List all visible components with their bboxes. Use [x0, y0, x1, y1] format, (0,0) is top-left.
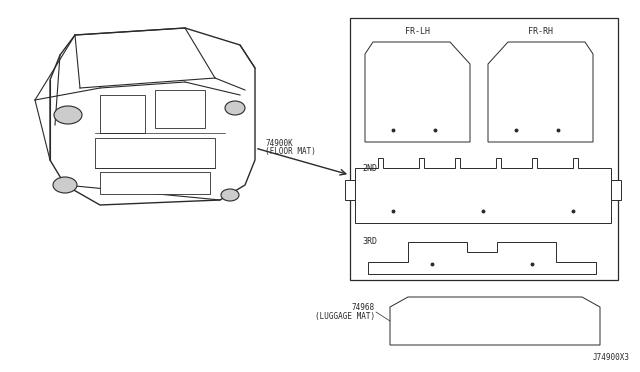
Text: (LUGGAGE MAT): (LUGGAGE MAT)	[315, 312, 375, 321]
Text: (FLOOR MAT): (FLOOR MAT)	[265, 147, 316, 156]
Bar	[155, 90, 205, 128]
Polygon shape	[488, 42, 593, 142]
Text: 3RD: 3RD	[362, 237, 377, 246]
Text: FR-LH: FR-LH	[405, 27, 430, 36]
Polygon shape	[50, 28, 255, 205]
Polygon shape	[355, 158, 611, 223]
Ellipse shape	[54, 106, 82, 124]
Text: 74968: 74968	[352, 302, 375, 311]
Bar	[100, 172, 210, 194]
Polygon shape	[390, 297, 600, 345]
Text: J74900X3: J74900X3	[593, 353, 630, 362]
Text: FR-RH: FR-RH	[528, 27, 553, 36]
Bar	[95, 138, 215, 168]
Text: 74900K: 74900K	[265, 139, 292, 148]
Ellipse shape	[221, 189, 239, 201]
Bar	[611, 180, 621, 200]
Polygon shape	[368, 242, 596, 274]
Bar	[345, 180, 355, 200]
Bar	[350, 18, 618, 280]
Text: 2ND: 2ND	[362, 164, 377, 173]
Bar	[100, 95, 145, 133]
Ellipse shape	[225, 101, 245, 115]
Polygon shape	[365, 42, 470, 142]
Ellipse shape	[53, 177, 77, 193]
